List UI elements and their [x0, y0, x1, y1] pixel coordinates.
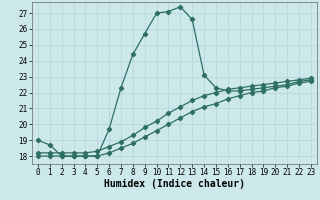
- X-axis label: Humidex (Indice chaleur): Humidex (Indice chaleur): [104, 179, 245, 189]
